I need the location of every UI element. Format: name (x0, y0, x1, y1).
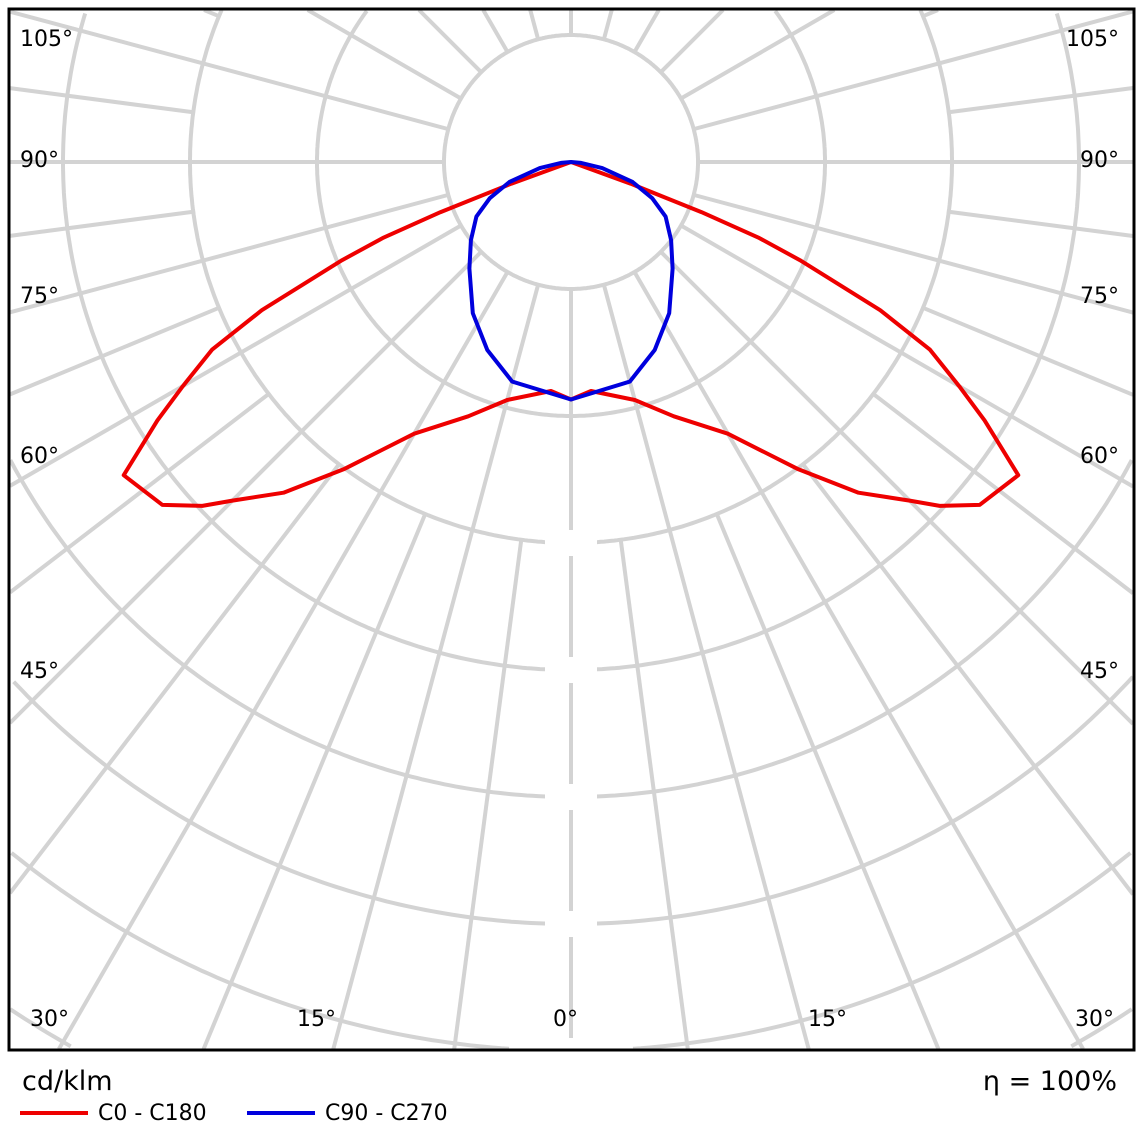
angle-label-left: 105° (20, 27, 73, 52)
grid-ring (188, 9, 571, 545)
grid-spoke (679, 8, 836, 101)
angle-label-left: 90° (20, 148, 59, 173)
angle-label-bottom: 15° (297, 1007, 336, 1032)
grid-ring (8, 459, 571, 799)
grid-spoke (481, 9, 510, 54)
ring-label-gap (545, 784, 597, 810)
grid-spoke (201, 513, 428, 1050)
grid-spoke (679, 223, 1135, 489)
angle-label-right: 105° (1066, 27, 1119, 52)
grid-spoke (693, 9, 1134, 132)
grid-spoke (417, 8, 483, 74)
grid-spoke (601, 9, 614, 40)
grid-ring (1070, 1007, 1133, 1049)
grid-ring (10, 851, 510, 1051)
grid-spoke (659, 250, 1135, 726)
grid-ring (571, 9, 827, 418)
angle-label-right: 90° (1080, 148, 1119, 173)
grid-spoke (9, 209, 194, 238)
grid-spoke (331, 284, 541, 1050)
grid-spoke (632, 8, 661, 54)
ring-label-gap (545, 911, 597, 937)
grid-ring (571, 12, 1081, 672)
grid-spoke (948, 86, 1134, 115)
grid-spoke (948, 209, 1134, 238)
grid-ring (315, 9, 571, 418)
angle-label-bottom: 30° (30, 1007, 69, 1032)
grid-spoke (872, 392, 1135, 595)
grid-ring (571, 9, 954, 545)
curve-c90-c270 (467, 160, 675, 402)
legend-label-c0-c180: C0 - C180 (98, 1101, 207, 1126)
grid-spoke (528, 9, 541, 40)
angle-label-bottom: 15° (808, 1007, 847, 1032)
grid-spoke (601, 284, 811, 1050)
grid-ring (61, 12, 571, 672)
angle-label-bottom: 0° (553, 1007, 578, 1032)
grid-spoke (693, 192, 1134, 315)
grid-spoke (8, 463, 341, 895)
efficiency-label: η = 100% (982, 1066, 1117, 1097)
grid-spoke (9, 9, 449, 132)
grid-spoke (9, 305, 220, 397)
grid-spoke (203, 8, 220, 19)
polar-grid (8, 8, 1135, 1051)
grid-spoke (9, 223, 463, 488)
legend-label-c90-c270: C90 - C270 (325, 1101, 448, 1126)
grid-spoke (452, 539, 524, 1050)
grid-spoke (659, 8, 725, 74)
grid-spoke (57, 270, 510, 1051)
grid-ring (12, 680, 571, 926)
ring-label-gap (545, 530, 597, 556)
grid-spoke (801, 463, 1135, 896)
grid-ring (571, 459, 1134, 799)
angle-label-left: 45° (20, 659, 59, 684)
grid-spoke (306, 8, 463, 101)
angle-label-right: 75° (1080, 284, 1119, 309)
grid-spoke (618, 539, 690, 1050)
grid-ring (9, 1007, 72, 1049)
ring-label-gap (545, 1038, 597, 1049)
angle-label-left: 75° (20, 284, 59, 309)
plot-frame (7, 7, 1136, 1052)
grid-spoke (714, 513, 941, 1050)
grid-spoke (632, 270, 1085, 1051)
grid-spoke (8, 392, 270, 595)
angle-label-bottom: 30° (1075, 1007, 1114, 1032)
grid-ring (571, 675, 1135, 926)
curves (121, 160, 1021, 508)
grid-ring (632, 851, 1132, 1051)
grid-spoke (9, 86, 194, 115)
grid-spoke (922, 305, 1134, 397)
angle-label-left: 60° (20, 444, 59, 469)
angle-label-right: 60° (1080, 444, 1119, 469)
ring-label-gap (545, 657, 597, 683)
grid-spoke (922, 8, 939, 19)
angle-label-right: 45° (1080, 659, 1119, 684)
unit-label: cd/klm (22, 1066, 113, 1097)
grid-spoke (8, 250, 483, 725)
grid-spoke (9, 192, 449, 315)
